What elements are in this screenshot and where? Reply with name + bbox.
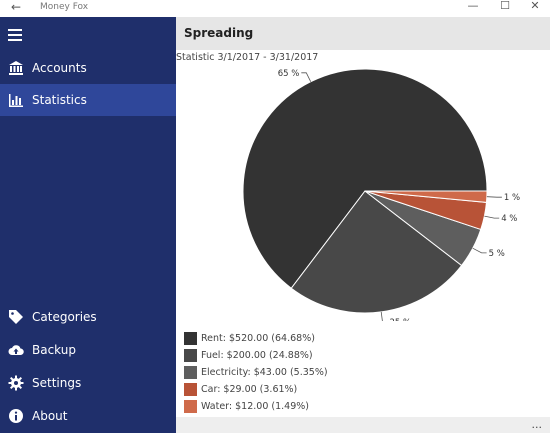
pie-chart: 65 % 25 % 5 % 4 % 1 % (242, 68, 520, 321)
pie-leader-line (486, 196, 502, 198)
sidebar-item-settings[interactable]: Settings (0, 367, 176, 399)
window-title: Money Fox (40, 2, 89, 12)
pie-percent-label: 4 % (501, 214, 517, 224)
sidebar-item-statistics[interactable]: Statistics (0, 84, 176, 116)
sidebar: Accounts Statistics Categories Backup (0, 17, 176, 433)
close-button[interactable]: ✕ (530, 0, 540, 12)
statistic-date-range: Statistic 3/1/2017 - 3/31/2017 (176, 52, 319, 63)
pie-percent-label: 65 % (278, 69, 300, 79)
tag-icon (9, 310, 23, 324)
legend-swatch (184, 383, 197, 396)
legend-swatch (184, 332, 197, 345)
cloud-upload-icon (8, 345, 24, 355)
gear-icon (8, 375, 24, 391)
info-icon (9, 409, 23, 423)
page-title: Spreading (184, 26, 254, 40)
pie-percent-label: 5 % (489, 249, 505, 259)
sidebar-item-label: Categories (32, 310, 97, 324)
title-bar: ← Money Fox — ☐ ✕ (0, 0, 550, 17)
minimize-button[interactable]: — (467, 0, 479, 12)
pie-leader-line (484, 215, 500, 219)
legend-label: Rent: $520.00 (64.68%) (201, 333, 315, 344)
sidebar-item-label: Backup (32, 343, 76, 357)
pie-slice-water (364, 190, 488, 203)
sidebar-item-label: About (32, 409, 68, 423)
back-arrow-icon[interactable]: ← (10, 0, 22, 14)
sidebar-item-label: Statistics (32, 93, 87, 107)
sidebar-item-backup[interactable]: Backup (0, 334, 176, 366)
page-header: Spreading (176, 17, 550, 50)
pie-percent-label: 1 % (504, 193, 520, 203)
pie-slice-fuel (290, 190, 463, 314)
sidebar-item-label: Settings (32, 376, 82, 390)
pie-leader-line (380, 311, 383, 321)
pie-leader-line (301, 72, 312, 82)
legend-label: Electricity: $43.00 (5.35%) (201, 367, 328, 378)
sidebar-item-accounts[interactable]: Accounts (0, 52, 176, 84)
sidebar-item-categories[interactable]: Categories (0, 301, 176, 333)
legend-swatch (184, 349, 197, 362)
legend-label: Fuel: $200.00 (24.88%) (201, 350, 313, 361)
legend-swatch (184, 366, 197, 379)
bank-icon (9, 61, 23, 75)
pie-slice-rent (242, 68, 488, 289)
legend-label: Car: $29.00 (3.61%) (201, 384, 298, 395)
maximize-button[interactable]: ☐ (500, 0, 510, 12)
pie-leader-line (472, 247, 487, 254)
sidebar-item-label: Accounts (32, 61, 87, 75)
hamburger-icon[interactable] (8, 29, 24, 41)
bar-chart-icon (9, 94, 23, 107)
command-bar: ... (176, 417, 550, 433)
pie-percent-label: 25 % (390, 318, 412, 321)
legend-swatch (184, 400, 197, 413)
legend-label: Water: $12.00 (1.49%) (201, 401, 309, 412)
more-options-icon[interactable]: ... (531, 418, 543, 431)
sidebar-item-about[interactable]: About (0, 400, 176, 432)
main-content: Spreading Statistic 3/1/2017 - 3/31/2017… (176, 17, 550, 433)
